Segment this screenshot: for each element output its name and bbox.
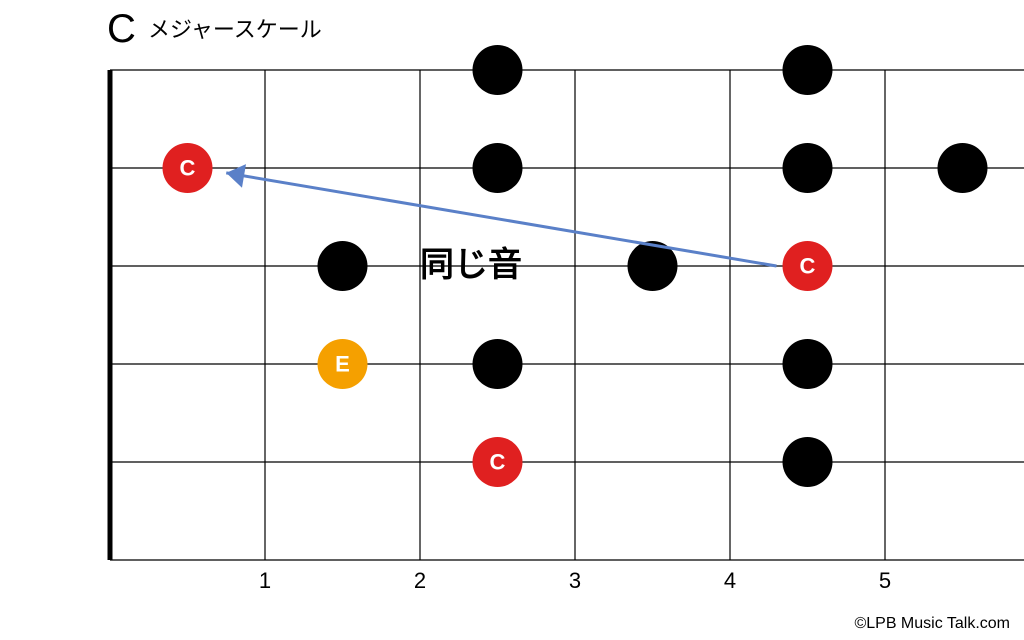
fret-number: 2: [414, 568, 426, 593]
note-dot: [473, 339, 523, 389]
background: [0, 0, 1024, 640]
annotation-same-note: 同じ音: [420, 246, 522, 284]
fretboard-svg: Cメジャースケール123456CECC同じ音©LPB Music Talk.co…: [0, 0, 1024, 640]
note-dot: [783, 45, 833, 95]
note-dot: [938, 143, 988, 193]
note-dot: [473, 143, 523, 193]
note-dot-label: C: [180, 156, 196, 181]
fret-number: 1: [259, 568, 271, 593]
note-dot-label: E: [335, 352, 350, 377]
fret-number: 3: [569, 568, 581, 593]
fret-number: 5: [879, 568, 891, 593]
note-dot: [783, 143, 833, 193]
note-dot: [783, 437, 833, 487]
credit-text: ©LPB Music Talk.com: [854, 615, 1010, 632]
note-dot-label: C: [800, 254, 816, 279]
note-dot: [783, 339, 833, 389]
note-dot: [318, 241, 368, 291]
title-note: C: [107, 7, 136, 51]
title-scale: メジャースケール: [148, 17, 322, 42]
note-dot-label: C: [490, 450, 506, 475]
fret-number: 4: [724, 568, 736, 593]
note-dot: [473, 45, 523, 95]
diagram-root: Cメジャースケール123456CECC同じ音©LPB Music Talk.co…: [0, 0, 1024, 640]
